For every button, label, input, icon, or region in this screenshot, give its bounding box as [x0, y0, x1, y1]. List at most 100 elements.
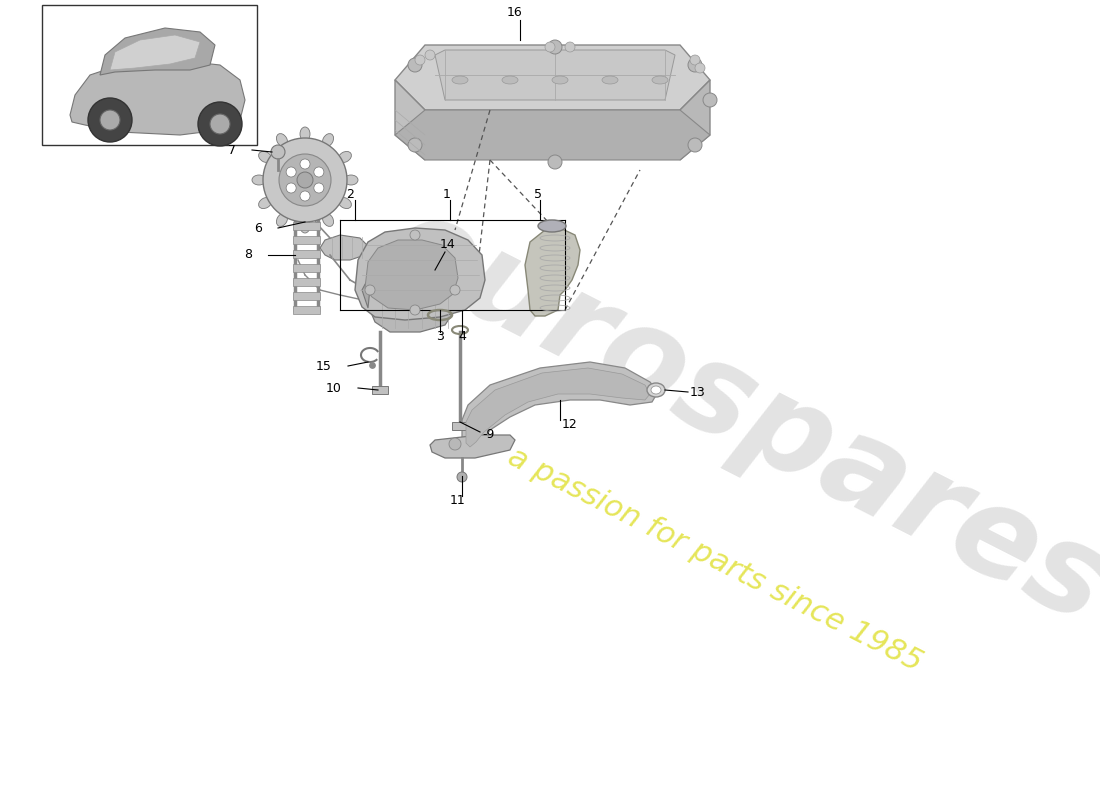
Polygon shape: [430, 435, 515, 458]
Text: 12: 12: [562, 418, 578, 430]
Text: 11: 11: [450, 494, 466, 507]
Polygon shape: [370, 270, 455, 332]
Text: 15: 15: [316, 361, 332, 374]
Polygon shape: [434, 50, 675, 100]
Circle shape: [688, 58, 702, 72]
Ellipse shape: [538, 220, 566, 232]
Text: 8: 8: [244, 249, 252, 262]
Ellipse shape: [276, 134, 287, 146]
Point: [363, 358, 381, 371]
Ellipse shape: [300, 219, 310, 233]
Ellipse shape: [452, 76, 468, 84]
Polygon shape: [362, 268, 385, 308]
Text: 4: 4: [458, 330, 466, 342]
Bar: [293, 306, 320, 314]
Text: eurospares: eurospares: [368, 182, 1100, 650]
Bar: [293, 222, 320, 230]
Text: 13: 13: [690, 386, 706, 398]
Circle shape: [688, 138, 702, 152]
Ellipse shape: [552, 76, 568, 84]
Circle shape: [703, 93, 717, 107]
Polygon shape: [395, 45, 710, 110]
Circle shape: [565, 42, 575, 52]
Circle shape: [415, 55, 425, 65]
Polygon shape: [320, 235, 368, 260]
Circle shape: [314, 183, 323, 193]
Ellipse shape: [276, 214, 287, 226]
Text: 7: 7: [228, 143, 236, 157]
Circle shape: [263, 138, 346, 222]
Circle shape: [450, 285, 460, 295]
Polygon shape: [395, 80, 425, 160]
Text: 2: 2: [346, 187, 354, 201]
Polygon shape: [395, 110, 710, 160]
Ellipse shape: [258, 198, 272, 209]
Circle shape: [408, 58, 422, 72]
Bar: [452, 422, 468, 430]
Polygon shape: [365, 240, 458, 310]
Ellipse shape: [339, 198, 351, 209]
Text: 14: 14: [440, 238, 455, 251]
Ellipse shape: [322, 214, 333, 226]
Polygon shape: [100, 28, 214, 75]
Circle shape: [210, 114, 230, 134]
Circle shape: [449, 438, 461, 450]
Text: a passion for parts since 1985: a passion for parts since 1985: [503, 442, 927, 678]
Circle shape: [408, 138, 422, 152]
Bar: [293, 264, 320, 272]
Bar: [293, 250, 320, 258]
Bar: [293, 292, 320, 300]
Circle shape: [300, 191, 310, 201]
Bar: [372, 386, 388, 394]
Circle shape: [279, 154, 331, 206]
Circle shape: [544, 42, 556, 52]
Polygon shape: [462, 362, 658, 450]
Polygon shape: [110, 35, 200, 70]
Circle shape: [690, 55, 700, 65]
Ellipse shape: [322, 134, 333, 146]
Circle shape: [365, 285, 375, 295]
Circle shape: [425, 50, 435, 60]
Ellipse shape: [344, 175, 358, 185]
Text: 16: 16: [507, 6, 522, 19]
Circle shape: [100, 110, 120, 130]
Bar: [293, 278, 320, 286]
Circle shape: [198, 102, 242, 146]
Bar: [293, 236, 320, 244]
Bar: [293, 208, 320, 216]
Text: 6: 6: [254, 222, 262, 234]
Text: -9: -9: [482, 429, 494, 442]
Circle shape: [286, 183, 296, 193]
Circle shape: [297, 172, 313, 188]
Ellipse shape: [647, 383, 666, 397]
Circle shape: [695, 63, 705, 73]
Text: 10: 10: [326, 382, 342, 394]
Ellipse shape: [502, 76, 518, 84]
Ellipse shape: [651, 386, 661, 394]
Ellipse shape: [252, 175, 266, 185]
Circle shape: [548, 155, 562, 169]
Ellipse shape: [652, 76, 668, 84]
Text: 1: 1: [443, 187, 451, 201]
Circle shape: [271, 145, 285, 159]
Circle shape: [410, 305, 420, 315]
Circle shape: [456, 472, 468, 482]
Text: 3: 3: [436, 330, 444, 342]
Ellipse shape: [339, 151, 351, 162]
Ellipse shape: [300, 127, 310, 141]
Circle shape: [410, 230, 420, 240]
Ellipse shape: [258, 151, 272, 162]
Circle shape: [88, 98, 132, 142]
Polygon shape: [355, 228, 485, 320]
Polygon shape: [680, 80, 710, 160]
Circle shape: [286, 167, 296, 177]
Text: 5: 5: [534, 187, 542, 201]
Ellipse shape: [602, 76, 618, 84]
Polygon shape: [525, 228, 580, 316]
Circle shape: [300, 159, 310, 169]
Circle shape: [314, 167, 323, 177]
Polygon shape: [466, 368, 650, 447]
Bar: [42, 5, 257, 145]
Polygon shape: [70, 60, 245, 135]
Circle shape: [548, 40, 562, 54]
